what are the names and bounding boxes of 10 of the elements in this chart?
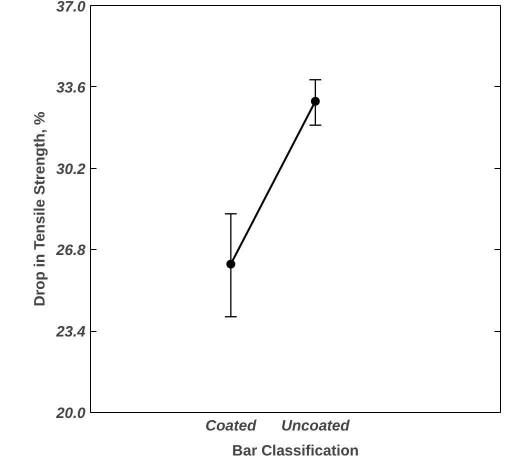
y-tick-label: 26.8 <box>55 242 86 260</box>
y-tick-label: 37.0 <box>56 0 86 16</box>
x-tick-label: Uncoated <box>281 418 350 434</box>
x-tick-label: Coated <box>205 418 258 434</box>
y-tick-label: 23.4 <box>55 324 86 341</box>
y-tick-label: 33.6 <box>56 79 86 96</box>
x-axis-title: Bar Classification <box>232 442 359 460</box>
y-tick-label: 30.2 <box>56 160 86 178</box>
y-tick-label: 20.0 <box>55 405 86 422</box>
y-axis-title: Drop in Tensile Strength, % <box>31 112 48 306</box>
